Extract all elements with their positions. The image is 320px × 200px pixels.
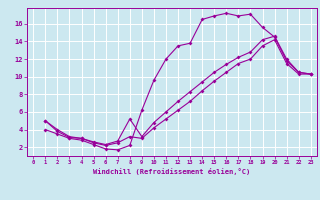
- X-axis label: Windchill (Refroidissement éolien,°C): Windchill (Refroidissement éolien,°C): [93, 168, 251, 175]
